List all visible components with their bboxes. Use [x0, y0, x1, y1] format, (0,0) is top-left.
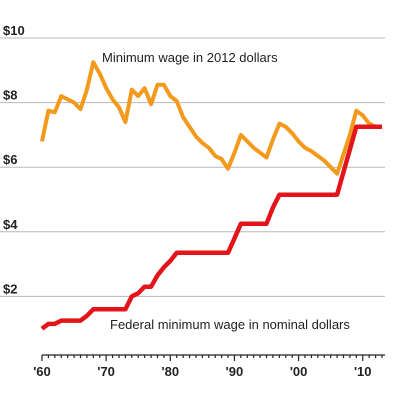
- series-lines: [40, 60, 382, 331]
- series-line-nominal-wage: [40, 124, 382, 331]
- x-tick-label: '90: [226, 364, 244, 379]
- y-tick-label: $4: [3, 217, 18, 232]
- gridlines: [0, 37, 385, 297]
- y-tick-label: $10: [3, 23, 25, 38]
- x-axis: '60 '70 '80 '90 '00 '10: [33, 354, 385, 379]
- y-tick-label: $2: [3, 281, 17, 296]
- series-label-nominal-wage: Federal minimum wage in nominal dollars: [110, 317, 350, 332]
- x-tick-label: '80: [162, 364, 180, 379]
- x-tick-label: '70: [97, 364, 115, 379]
- x-tick-label: '10: [354, 364, 372, 379]
- series-label-real-wage: Minimum wage in 2012 dollars: [102, 50, 278, 65]
- y-tick-label: $6: [3, 152, 17, 167]
- x-tick-label: '60: [33, 364, 51, 379]
- y-tick-label: $8: [3, 88, 17, 103]
- series-line-real-wage: [40, 60, 377, 176]
- y-axis-labels: $2 $4 $6 $8 $10: [3, 23, 25, 296]
- x-tick-label: '00: [290, 364, 308, 379]
